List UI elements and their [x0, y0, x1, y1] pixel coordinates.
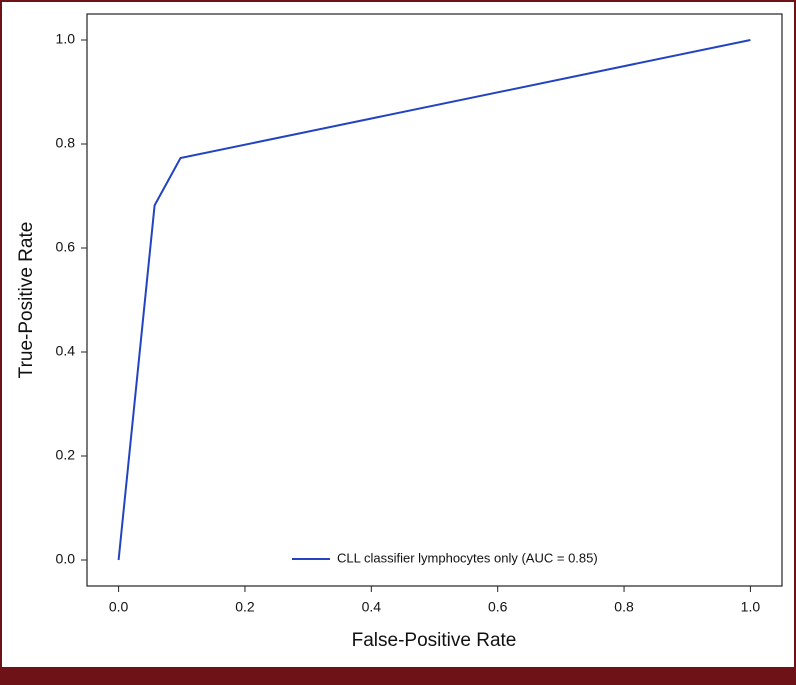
x-tick-label: 0.6	[488, 599, 508, 615]
x-tick-label: 0.8	[614, 599, 634, 615]
y-tick-label: 0.6	[56, 239, 76, 255]
y-tick-label: 0.0	[56, 551, 76, 567]
y-tick-label: 1.0	[56, 31, 76, 47]
x-tick-label: 0.0	[109, 599, 129, 615]
y-tick-label: 0.4	[56, 343, 76, 359]
roc-line	[117, 39, 751, 561]
y-tick-label: 0.8	[56, 135, 76, 151]
y-axis-title: True-Positive Rate	[16, 222, 37, 379]
x-tick-label: 0.4	[362, 599, 382, 615]
plot-area	[86, 13, 783, 587]
x-tick-label: 1.0	[741, 599, 761, 615]
x-axis-title: False-Positive Rate	[352, 630, 517, 651]
y-tick-label: 0.2	[56, 447, 76, 463]
footer-bar	[0, 667, 796, 685]
legend-label: CLL classifier lymphocytes only (AUC = 0…	[337, 550, 598, 565]
x-tick-label: 0.2	[235, 599, 255, 615]
